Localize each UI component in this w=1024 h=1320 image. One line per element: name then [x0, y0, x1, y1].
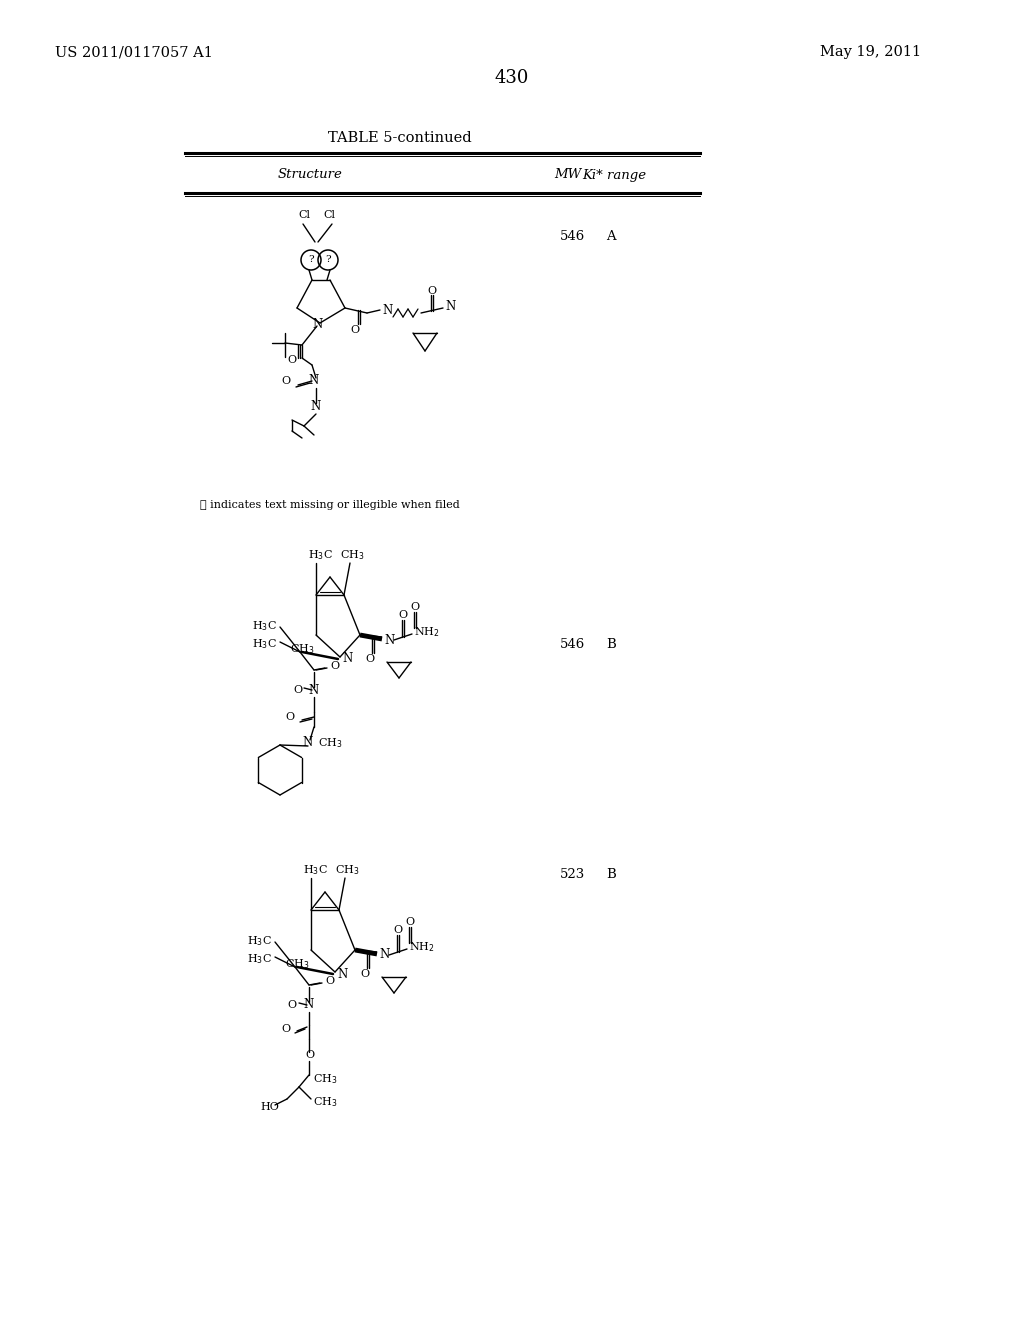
Text: NH$_2$: NH$_2$ — [414, 626, 439, 639]
Text: Structure: Structure — [278, 169, 342, 181]
Text: 430: 430 — [495, 69, 529, 87]
Text: N: N — [337, 968, 347, 981]
Text: H$_3$C: H$_3$C — [303, 863, 328, 876]
Text: CH$_3$: CH$_3$ — [313, 1096, 338, 1109]
Text: B: B — [606, 869, 615, 882]
Text: H$_3$C: H$_3$C — [308, 548, 333, 562]
Text: N: N — [445, 300, 456, 313]
Text: Ⓑ indicates text missing or illegible when filed: Ⓑ indicates text missing or illegible wh… — [200, 500, 460, 510]
Text: CH$_3$: CH$_3$ — [318, 737, 343, 750]
Text: ?: ? — [326, 256, 331, 264]
Text: H$_3$C: H$_3$C — [247, 952, 272, 966]
Text: O: O — [350, 325, 359, 335]
Text: O: O — [305, 1049, 314, 1060]
Text: A: A — [606, 231, 615, 243]
Text: N: N — [342, 652, 352, 665]
Text: 523: 523 — [560, 869, 586, 882]
Text: CH$_3$: CH$_3$ — [335, 863, 359, 876]
Text: O: O — [325, 975, 334, 986]
Text: O: O — [281, 1024, 290, 1034]
Text: 546: 546 — [560, 639, 586, 652]
Text: N: N — [303, 737, 313, 750]
Text: N: N — [379, 949, 389, 961]
Text: CH$_3$: CH$_3$ — [285, 957, 309, 972]
Text: MW: MW — [554, 169, 582, 181]
Text: O: O — [366, 653, 375, 664]
Text: CH$_3$: CH$_3$ — [290, 642, 314, 656]
Text: HO: HO — [260, 1102, 279, 1111]
Text: O: O — [393, 925, 402, 935]
Text: US 2011/0117057 A1: US 2011/0117057 A1 — [55, 45, 213, 59]
Text: O: O — [293, 685, 302, 696]
Text: 546: 546 — [560, 231, 586, 243]
Text: N: N — [304, 998, 314, 1011]
Text: O: O — [330, 661, 339, 671]
Text: O: O — [411, 602, 420, 612]
Text: O: O — [288, 1001, 297, 1010]
Text: ?: ? — [308, 256, 313, 264]
Text: Cl: Cl — [323, 210, 335, 220]
Text: NH$_2$: NH$_2$ — [409, 940, 434, 954]
Text: CH$_3$: CH$_3$ — [313, 1072, 338, 1086]
Text: N: N — [384, 634, 394, 647]
Text: O: O — [286, 711, 295, 722]
Text: O: O — [398, 610, 408, 620]
Text: B: B — [606, 639, 615, 652]
Text: H$_3$C: H$_3$C — [247, 935, 272, 948]
Text: O: O — [288, 355, 297, 366]
Text: O: O — [281, 376, 290, 385]
Text: Cl: Cl — [298, 210, 310, 220]
Text: Ki* range: Ki* range — [582, 169, 646, 181]
Text: N: N — [313, 318, 324, 331]
Text: N: N — [382, 304, 392, 317]
Text: N: N — [309, 684, 319, 697]
Text: H$_3$C: H$_3$C — [252, 638, 276, 651]
Text: May 19, 2011: May 19, 2011 — [820, 45, 922, 59]
Text: O: O — [360, 969, 370, 979]
Text: TABLE 5-continued: TABLE 5-continued — [328, 131, 472, 145]
Text: N: N — [311, 400, 322, 413]
Text: N: N — [309, 375, 319, 388]
Text: O: O — [427, 286, 436, 296]
Text: H$_3$C: H$_3$C — [252, 619, 276, 632]
Text: CH$_3$: CH$_3$ — [340, 548, 365, 562]
Text: O: O — [406, 917, 415, 927]
